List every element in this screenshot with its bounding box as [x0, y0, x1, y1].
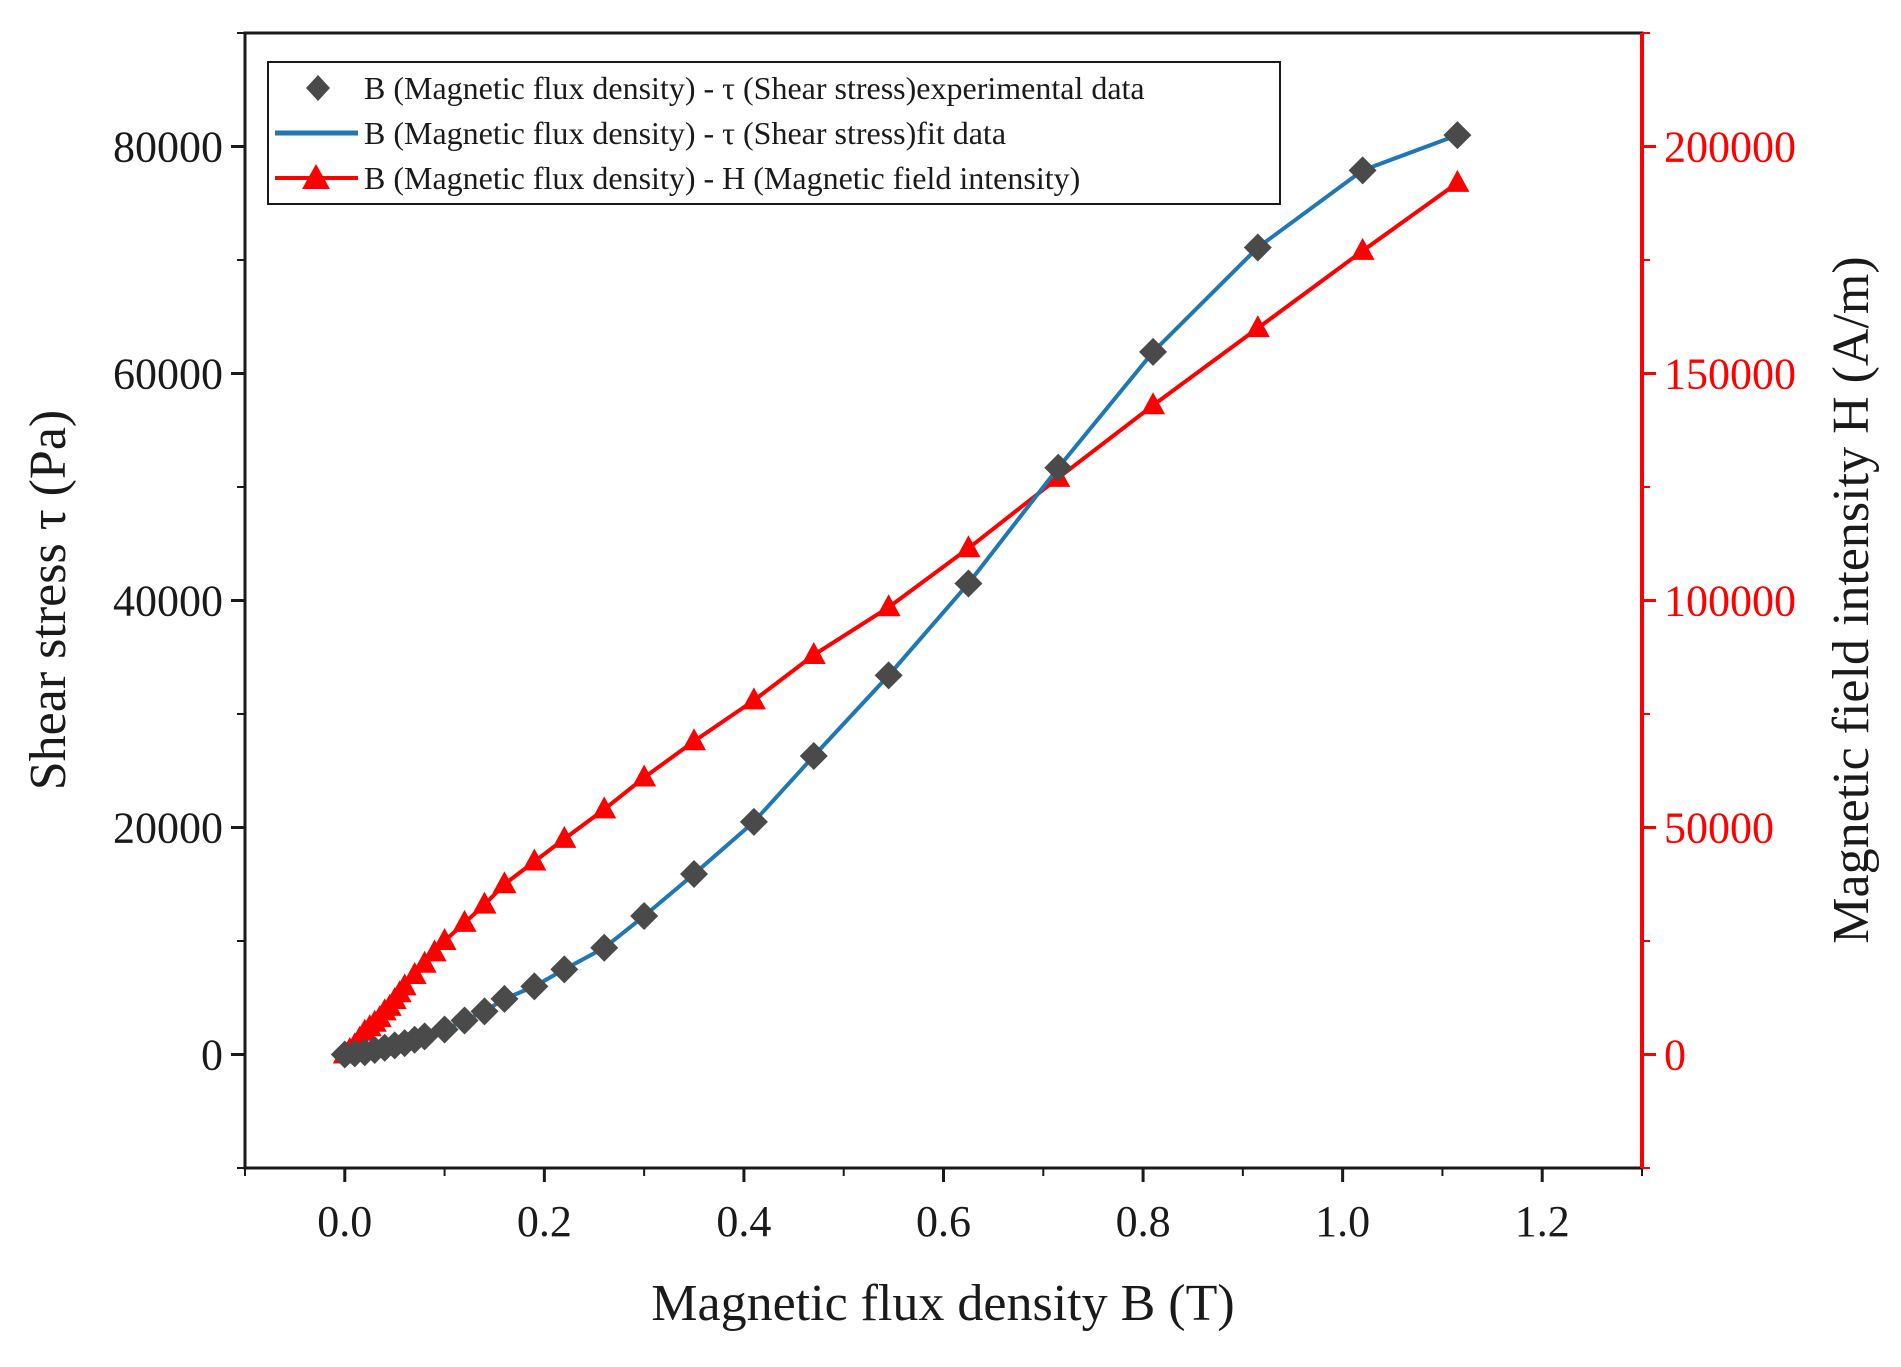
- point-experimental: [1243, 233, 1272, 262]
- y-right-tick-label: 0: [1664, 1031, 1686, 1080]
- series-line-fit: [344, 133, 1459, 1057]
- legend-diamond-icon: [306, 75, 330, 101]
- point-experimental: [410, 1022, 439, 1051]
- point-experimental: [739, 807, 768, 836]
- legend-entry-experimental: B (Magnetic flux density) - τ (Shear str…: [306, 70, 1145, 106]
- point-h: [522, 848, 547, 871]
- point-experimental: [874, 661, 903, 690]
- legend-entry-fit: B (Magnetic flux density) - τ (Shear str…: [275, 115, 1006, 151]
- y-right-tick-label: 200000: [1664, 123, 1796, 172]
- point-h: [1350, 237, 1375, 260]
- point-experimental: [799, 741, 828, 770]
- x-tick-label: 0.8: [1116, 1197, 1171, 1246]
- point-h: [632, 764, 657, 787]
- point-h: [402, 962, 427, 985]
- y-left-tick-label: 0: [201, 1031, 223, 1080]
- y-right-tick-label: 50000: [1664, 804, 1774, 853]
- point-experimental: [1044, 453, 1073, 482]
- point-experimental: [1443, 121, 1472, 150]
- axis-ticks: [231, 32, 1656, 1182]
- point-h: [1245, 315, 1270, 338]
- point-experimental: [490, 984, 519, 1013]
- y-axis-left-title: Shear stress τ (Pa): [20, 410, 77, 790]
- point-h: [876, 594, 901, 617]
- x-tick-label: 0.2: [517, 1197, 572, 1246]
- legend-triangle-icon: [302, 164, 330, 189]
- legend-label-h: B (Magnetic flux density) - H (Magnetic …: [364, 160, 1080, 196]
- x-tick-label: 1.2: [1515, 1197, 1570, 1246]
- x-tick-label: 0.6: [916, 1197, 971, 1246]
- series-line-h: [343, 181, 1459, 1056]
- x-tick-label: 0.0: [317, 1197, 372, 1246]
- x-tick-label: 1.0: [1315, 1197, 1370, 1246]
- point-h: [956, 535, 981, 558]
- y-right-tick-label: 150000: [1664, 350, 1796, 399]
- point-h: [741, 687, 766, 710]
- point-experimental: [430, 1015, 459, 1044]
- series-layer: [330, 121, 1472, 1069]
- legend: B (Magnetic flux density) - τ (Shear str…: [267, 61, 1281, 205]
- point-experimental: [590, 933, 619, 962]
- x-axis-title: Magnetic flux density B (T): [651, 1275, 1234, 1332]
- point-h: [392, 973, 417, 996]
- point-experimental: [470, 997, 499, 1026]
- point-experimental: [630, 902, 659, 931]
- point-h: [682, 728, 707, 751]
- point-experimental: [1348, 156, 1377, 185]
- point-h: [592, 796, 617, 819]
- legend-label-experimental: B (Magnetic flux density) - τ (Shear str…: [364, 70, 1145, 106]
- y-left-tick-label: 40000: [113, 577, 223, 626]
- legend-entry-h: B (Magnetic flux density) - H (Magnetic …: [275, 160, 1080, 196]
- y-left-tick-label: 80000: [113, 123, 223, 172]
- y-right-tick-label: 100000: [1664, 577, 1796, 626]
- point-experimental: [680, 860, 709, 889]
- point-h: [1445, 169, 1470, 192]
- point-h: [552, 825, 577, 848]
- point-experimental: [520, 972, 549, 1001]
- point-h: [422, 939, 447, 962]
- tick-labels: 0.0 0.2 0.4 0.6 0.8 1.0 1.2 0 20000 40000 60000 800…: [113, 123, 1796, 1247]
- y-left-tick-label: 20000: [113, 804, 223, 853]
- point-h: [492, 871, 517, 894]
- point-h: [472, 891, 497, 914]
- point-experimental: [954, 569, 983, 598]
- point-experimental: [550, 955, 579, 984]
- point-h: [1141, 392, 1166, 415]
- y-left-tick-label: 60000: [113, 350, 223, 399]
- legend-label-fit: B (Magnetic flux density) - τ (Shear str…: [364, 115, 1006, 151]
- legend-box: [267, 61, 1281, 205]
- point-h: [801, 641, 826, 664]
- point-h: [432, 928, 457, 950]
- point-experimental: [450, 1006, 479, 1035]
- point-h: [412, 950, 437, 973]
- point-experimental: [1139, 337, 1168, 366]
- x-tick-label: 0.4: [716, 1197, 771, 1246]
- y-axis-right-title: Magnetic field intensity H (A/m): [1823, 256, 1880, 943]
- point-h: [452, 909, 477, 932]
